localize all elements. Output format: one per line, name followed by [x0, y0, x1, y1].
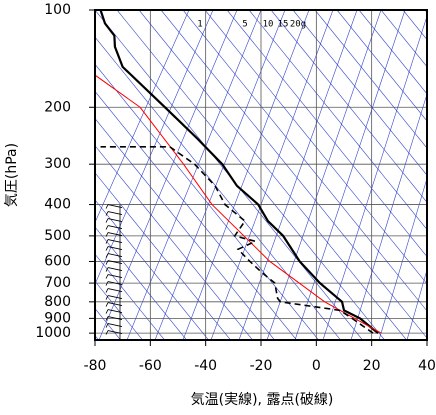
y-tick-label: 900	[44, 310, 71, 326]
mixing-ratio-line	[238, 10, 358, 340]
x-tick-label: 40	[418, 358, 436, 374]
adiabat-line	[95, 253, 165, 340]
wind-barb	[105, 225, 123, 230]
profile-line	[95, 74, 382, 334]
y-tick-label: 100	[44, 2, 71, 18]
wind-barb	[105, 218, 123, 223]
x-axis-label: 気温(実線), 露点(破線)	[191, 392, 334, 408]
adiabat-line	[270, 10, 427, 203]
x-tick-label: -60	[139, 358, 162, 374]
wind-barb	[105, 281, 123, 286]
mixing-ratio-line	[126, 10, 262, 340]
adiabat-line	[336, 10, 427, 122]
y-tick-label: 200	[44, 99, 71, 115]
wind-barb	[105, 232, 123, 237]
mixing-ratio-line	[98, 10, 238, 340]
adiabat-line	[358, 10, 427, 95]
mixing-ratio-label: 20g	[290, 20, 306, 30]
adiabat-line	[95, 10, 363, 340]
y-tick-label: 300	[44, 156, 71, 172]
adiabat-line	[182, 10, 427, 312]
adiabat-line	[314, 10, 427, 149]
wind-barb	[105, 260, 123, 265]
plot-frame	[94, 9, 428, 341]
y-tick-label: 800	[44, 294, 71, 310]
adiabat-line	[95, 90, 297, 340]
adiabat-line	[248, 10, 427, 231]
mixing-ratio-line	[406, 268, 427, 340]
x-tick-label: 0	[312, 358, 321, 374]
adiabat-line	[402, 10, 427, 41]
wind-barb	[105, 239, 123, 244]
mixing-ratio-line	[378, 177, 427, 340]
adiabat-line	[95, 280, 143, 340]
profile-line	[100, 145, 374, 334]
mixing-ratio-label: 15	[278, 20, 289, 30]
wind-barb	[105, 267, 123, 272]
mixing-ratio-line	[154, 10, 286, 340]
mixing-ratio-line	[95, 10, 190, 224]
y-tick-label: 400	[44, 197, 71, 213]
mixing-ratio-line	[322, 15, 427, 340]
y-tick-label: 600	[44, 253, 71, 269]
y-tick-label: 700	[44, 275, 71, 291]
wind-barb	[105, 323, 123, 328]
wind-barb	[105, 288, 123, 293]
x-tick-label: -40	[194, 358, 217, 374]
y-tick-label: 500	[44, 228, 71, 244]
adiabat-line	[204, 10, 427, 285]
wind-barb	[105, 330, 123, 335]
wind-barb	[105, 274, 123, 279]
wind-barb	[105, 309, 123, 314]
grid	[89, 9, 428, 346]
plot-area	[95, 10, 382, 340]
mixing-ratio-line	[95, 10, 214, 285]
mixing-ratio-line	[182, 10, 310, 340]
profile-line	[99, 10, 379, 335]
x-tick-label: -20	[250, 358, 273, 374]
wind-barb	[105, 253, 123, 258]
y-tick-label: 1000	[35, 325, 71, 341]
adiabat-line	[160, 10, 427, 339]
mixing-ratio-label: 1	[197, 20, 202, 30]
wind-barb	[105, 302, 123, 307]
mixing-ratio-line	[350, 93, 427, 340]
x-tick-label: -80	[84, 358, 107, 374]
wind-barb	[105, 204, 123, 209]
adiabat-line	[226, 10, 427, 258]
wind-barb	[105, 211, 123, 216]
mixing-ratio-line	[210, 10, 334, 340]
wind-barb	[105, 246, 123, 251]
wind-barb	[105, 316, 123, 321]
wind-barb	[105, 295, 123, 300]
x-tick-label: 20	[363, 358, 381, 374]
mixing-ratio-label: 5	[242, 20, 247, 30]
mixing-ratio-line	[294, 10, 406, 340]
mixing-ratio-line	[266, 10, 382, 340]
adiabat-line	[292, 10, 427, 176]
y-axis-label: 気圧(hPa)	[4, 143, 20, 207]
mixing-ratio-label: 10	[263, 20, 274, 30]
